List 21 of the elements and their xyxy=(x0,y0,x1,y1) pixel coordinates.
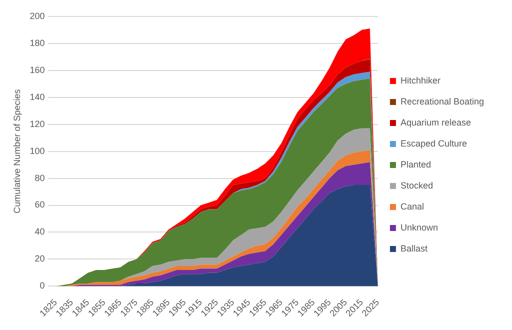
y-tick-label: 100 xyxy=(30,146,45,156)
y-tick-label: 40 xyxy=(34,226,45,237)
legend-label: Ballast xyxy=(400,243,428,254)
y-axis-title: Cumulative Number of Species xyxy=(12,88,22,214)
legend-label: Recreational Boating xyxy=(400,96,484,106)
y-tick-label: 180 xyxy=(30,38,45,48)
y-tick-label: 140 xyxy=(30,92,45,102)
legend-label: Stocked xyxy=(400,180,433,190)
legend-label: Unknown xyxy=(400,222,438,232)
legend-label: Hitchhiker xyxy=(400,75,440,86)
legend-label: Escaped Culture xyxy=(400,138,467,148)
legend-label: Aquarium release xyxy=(400,117,471,128)
y-tick-label: 80 xyxy=(34,172,45,183)
legend-label: Planted xyxy=(400,159,431,170)
y-tick-label: 120 xyxy=(30,118,45,129)
y-tick-label: 20 xyxy=(34,254,45,264)
y-tick-label: 200 xyxy=(30,10,45,21)
y-tick-label: 160 xyxy=(30,64,45,75)
y-tick-label: 0 xyxy=(40,280,45,291)
y-tick-label: 60 xyxy=(34,200,45,210)
legend-label: Canal xyxy=(400,201,424,212)
